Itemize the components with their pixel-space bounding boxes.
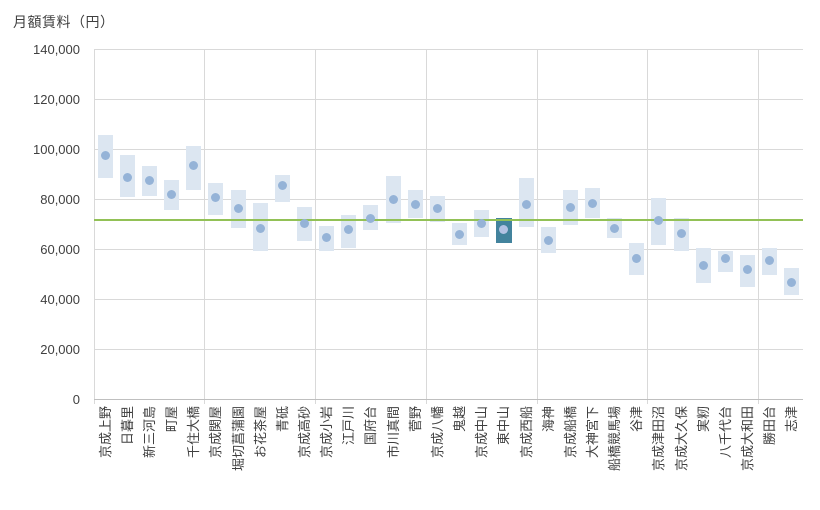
median-marker xyxy=(255,223,265,233)
x-axis-label: 日暮里 xyxy=(119,406,135,446)
x-axis-label: 町屋 xyxy=(164,406,180,433)
x-axis-label: お花茶屋 xyxy=(252,406,268,459)
x-axis-label: 国府台 xyxy=(363,406,379,446)
median-marker xyxy=(167,190,177,199)
y-axis-tick-label: 100,000 xyxy=(33,141,80,157)
y-axis-tick-label: 120,000 xyxy=(33,91,80,107)
x-axis-label: 東中山 xyxy=(496,406,512,446)
x-axis-label: 菅野 xyxy=(407,406,423,433)
median-marker xyxy=(698,261,708,271)
x-axis-label: 京成小岩 xyxy=(319,406,335,459)
median-marker xyxy=(299,218,309,228)
gridline-horizontal xyxy=(94,149,803,150)
median-marker xyxy=(122,172,132,182)
median-marker xyxy=(499,225,509,234)
x-axis-label: 京成津田沼 xyxy=(651,406,667,472)
median-marker xyxy=(388,195,398,204)
gridline-vertical xyxy=(425,49,427,404)
median-marker xyxy=(211,192,221,202)
gridline-horizontal xyxy=(94,49,803,50)
gridline-vertical xyxy=(315,49,317,404)
x-axis-label: 京成大和田 xyxy=(740,406,756,472)
gridline-horizontal xyxy=(94,249,803,250)
median-marker xyxy=(455,230,465,239)
x-axis-label: 千住大橋 xyxy=(186,406,202,459)
gridline-vertical xyxy=(758,49,760,404)
median-marker xyxy=(477,218,487,228)
x-axis-label: 京成船橋 xyxy=(562,406,578,459)
x-axis-label: 海神 xyxy=(540,406,556,433)
x-axis-label: 谷津 xyxy=(629,406,645,433)
median-marker xyxy=(632,253,642,263)
median-marker xyxy=(233,203,243,213)
plot-left-border xyxy=(93,49,95,404)
median-marker xyxy=(432,203,442,213)
median-marker xyxy=(720,253,730,263)
median-marker xyxy=(100,151,110,161)
x-axis-label: 京成中山 xyxy=(474,406,490,459)
gridline-vertical xyxy=(647,49,649,404)
gridline-horizontal xyxy=(94,199,803,200)
x-axis-label: 船橋競馬場 xyxy=(607,406,623,472)
x-axis-label: 新三河島 xyxy=(141,406,157,459)
x-axis-label: 市川真間 xyxy=(385,406,401,459)
median-marker xyxy=(565,202,575,212)
median-marker xyxy=(277,181,287,191)
median-marker xyxy=(410,200,420,209)
x-axis-label: 志津 xyxy=(784,406,800,433)
gridline-vertical xyxy=(204,49,206,404)
median-marker xyxy=(765,256,775,266)
x-axis-line xyxy=(94,399,803,400)
x-axis-label: 江戸川 xyxy=(341,406,357,446)
median-marker xyxy=(787,277,797,287)
gridline-horizontal xyxy=(94,349,803,350)
average-reference-line xyxy=(94,219,803,221)
median-marker xyxy=(322,232,332,242)
x-axis-label: 青砥 xyxy=(274,406,290,433)
x-axis-label: 勝田台 xyxy=(762,406,778,446)
median-marker xyxy=(743,265,753,274)
x-axis-label: 京成八幡 xyxy=(429,406,445,459)
y-axis-tick-label: 0 xyxy=(72,391,80,407)
y-axis-tick-label: 20,000 xyxy=(40,341,80,357)
x-axis-label: 大神宮下 xyxy=(585,406,601,459)
y-axis-tick-label: 60,000 xyxy=(40,241,80,257)
median-marker xyxy=(521,200,531,209)
y-axis-tick-label: 80,000 xyxy=(40,191,80,207)
x-axis-label: 京成高砂 xyxy=(296,406,312,459)
median-marker xyxy=(543,236,553,246)
gridline-horizontal xyxy=(94,99,803,100)
gridline-vertical xyxy=(536,49,538,404)
median-marker xyxy=(610,223,620,233)
median-marker xyxy=(654,216,664,226)
x-axis-label: 京成西船 xyxy=(518,406,534,459)
median-marker xyxy=(189,161,199,171)
y-axis-title: 月額賃料（円） xyxy=(13,14,115,30)
x-axis-label: 堀切菖蒲園 xyxy=(230,406,246,472)
x-axis-label: 八千代台 xyxy=(717,406,733,459)
median-marker xyxy=(144,176,154,186)
median-marker xyxy=(344,225,354,234)
x-axis-label: 実籾 xyxy=(695,406,711,433)
x-axis-label: 京成大久保 xyxy=(673,406,689,472)
x-axis-label: 鬼越 xyxy=(452,406,468,433)
median-marker xyxy=(366,213,376,223)
y-axis-tick-label: 40,000 xyxy=(40,291,80,307)
gridline-horizontal xyxy=(94,299,803,300)
x-axis-label: 京成関屋 xyxy=(208,406,224,459)
x-axis-label: 京成上野 xyxy=(97,406,113,459)
y-axis-tick-label: 140,000 xyxy=(33,41,80,57)
median-marker xyxy=(588,198,598,208)
median-marker xyxy=(676,228,686,238)
